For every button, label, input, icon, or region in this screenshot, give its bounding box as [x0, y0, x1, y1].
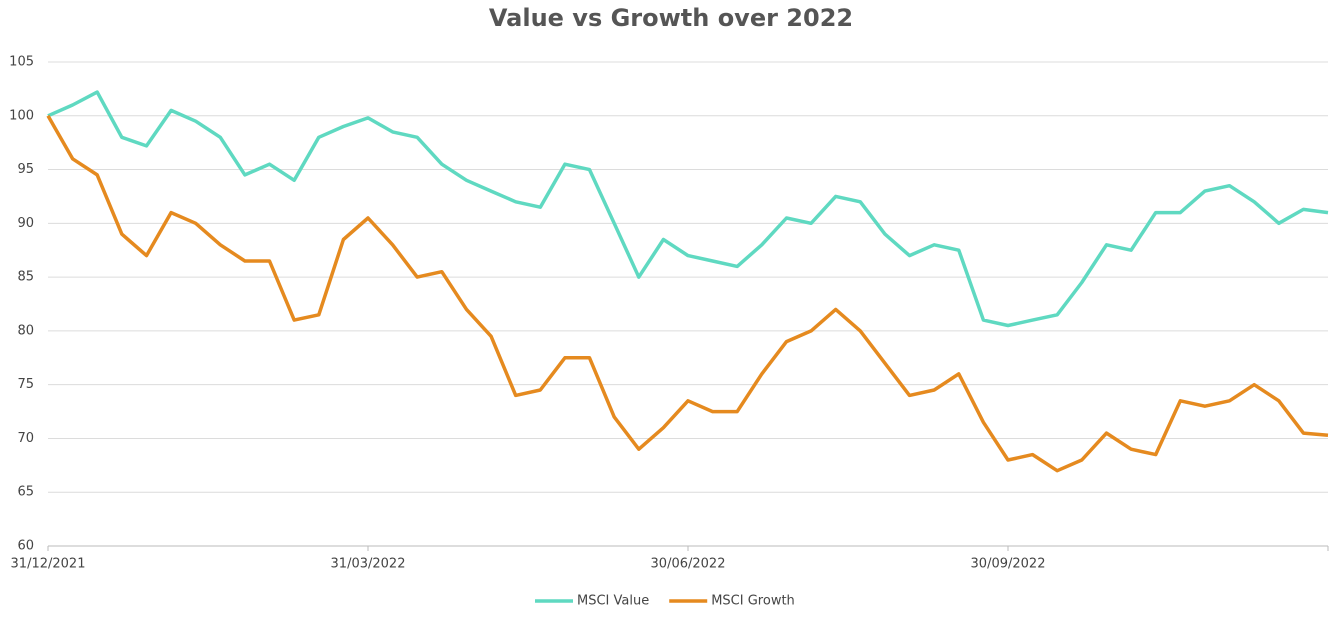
- y-tick-label: 75: [17, 377, 34, 392]
- y-tick-label: 60: [17, 539, 34, 554]
- y-tick-label: 80: [17, 323, 34, 338]
- legend-label: MSCI Value: [577, 594, 649, 609]
- y-tick-label: 65: [17, 485, 34, 500]
- y-tick-label: 95: [17, 162, 34, 177]
- legend-label: MSCI Growth: [711, 594, 795, 609]
- series-line: [47, 90, 1329, 328]
- y-tick-label: 70: [17, 431, 34, 446]
- x-tick-label: 31/12/2021: [11, 557, 86, 572]
- y-tick-label: 105: [9, 55, 34, 70]
- x-tick-label: 30/09/2022: [971, 557, 1046, 572]
- series-line: [46, 114, 1329, 473]
- x-tick-label: 30/06/2022: [651, 557, 726, 572]
- y-tick-label: 90: [17, 216, 34, 231]
- y-tick-label: 85: [17, 270, 34, 285]
- chart-title: Value vs Growth over 2022: [489, 4, 853, 32]
- y-tick-label: 100: [9, 108, 34, 123]
- x-tick-label: 31/03/2022: [331, 557, 406, 572]
